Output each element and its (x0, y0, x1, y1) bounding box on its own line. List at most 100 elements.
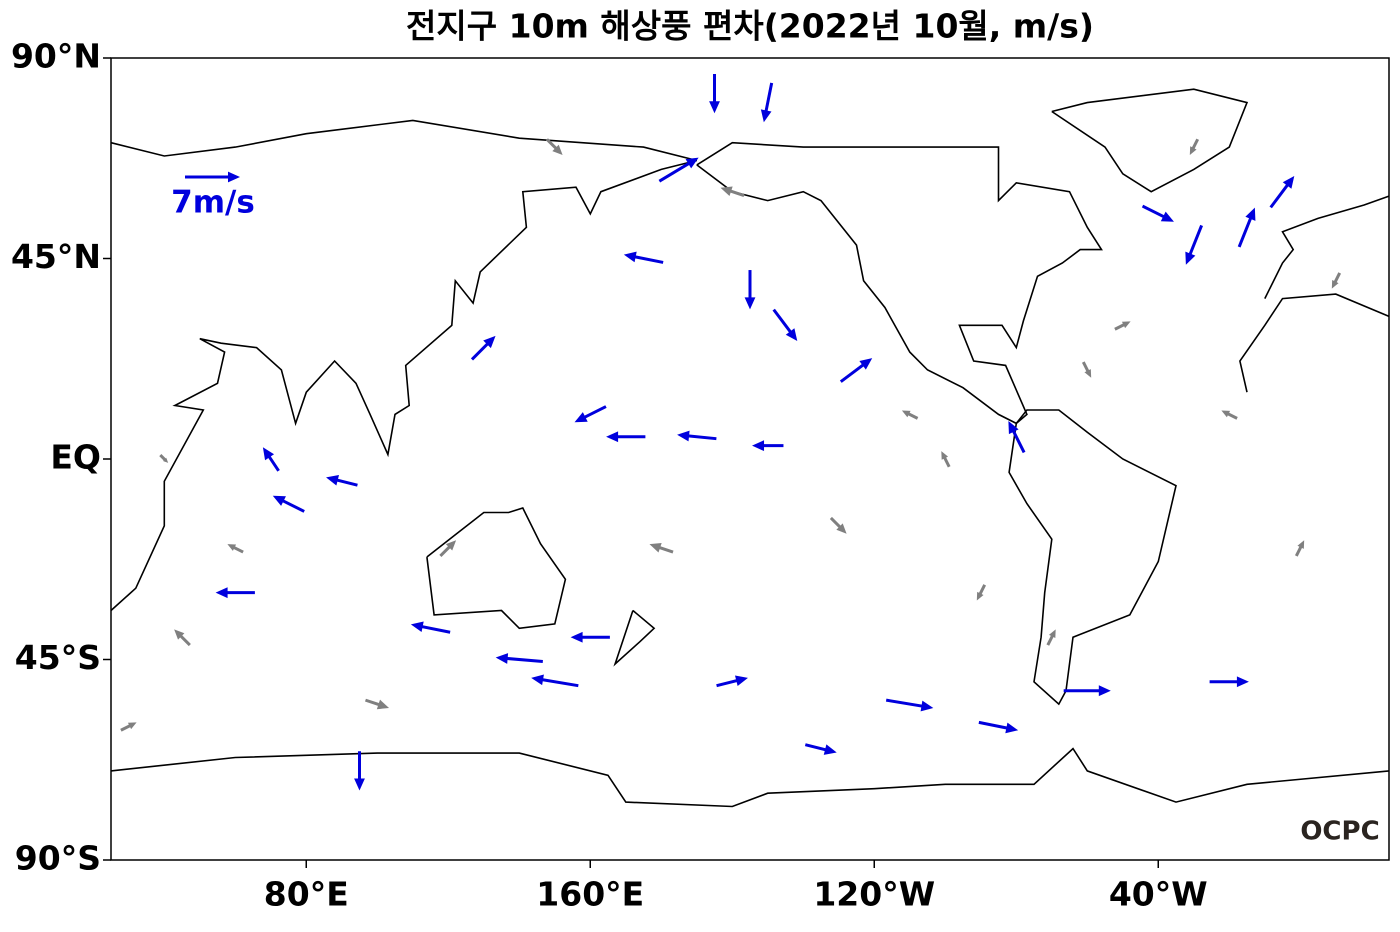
arrow-shaft (1237, 213, 1254, 248)
arrow-head (1221, 410, 1231, 418)
arrow-shaft (763, 82, 774, 116)
wind-vector (1209, 676, 1249, 688)
arrow-head (685, 157, 699, 169)
wind-vector (1081, 361, 1092, 378)
wind-vector (709, 74, 720, 114)
wind-vector (174, 629, 191, 647)
wind-vector (1114, 321, 1131, 331)
x-tick-label: 160°E (536, 875, 644, 914)
wind-vector (1294, 540, 1305, 557)
arrow-head (1084, 369, 1092, 378)
arrow-head (574, 412, 588, 423)
arrow-head (1245, 207, 1256, 221)
wind-vector (262, 447, 280, 472)
coastline (696, 141, 1103, 425)
x-tick-label: 80°E (264, 875, 349, 914)
arrow-head (272, 495, 286, 506)
wind-vector (1141, 204, 1174, 222)
arrow-shaft (502, 656, 543, 663)
wind-vector (804, 743, 837, 755)
y-tick-label: 90°N (11, 37, 101, 76)
wind-vector (839, 358, 873, 383)
wind-vector (574, 405, 607, 423)
arrow-head (376, 699, 390, 710)
wind-vector (978, 720, 1019, 734)
wind-vector (901, 410, 919, 420)
arrow-head (495, 653, 509, 664)
wind-vector (658, 157, 699, 183)
arrow-shaft (1269, 180, 1292, 209)
arrow-head (1282, 175, 1295, 189)
wind-vector (720, 186, 745, 198)
wind-vector (744, 270, 756, 310)
wind-vector (1008, 421, 1026, 454)
wind-vector (649, 542, 674, 554)
arrow-head (1098, 685, 1111, 697)
arrow-head (1008, 421, 1019, 435)
y-tick-label: 45°N (11, 237, 101, 276)
arrow-head (1121, 321, 1131, 329)
arrow-head (174, 629, 185, 640)
arrow-head (823, 744, 837, 755)
arrow-head (606, 431, 619, 443)
wind-vector (623, 251, 664, 264)
wind-vector (1046, 629, 1056, 646)
wind-vector (545, 138, 563, 155)
arrow-head (735, 675, 748, 686)
frame (110, 57, 1390, 861)
coastline (110, 119, 697, 612)
wind-vector (772, 308, 798, 342)
wind-vector (606, 431, 646, 443)
arrow-head (1048, 629, 1056, 639)
arrow-head (976, 591, 984, 601)
wind-vector (1269, 175, 1295, 209)
arrow-head (649, 542, 662, 553)
coastline (613, 609, 656, 667)
wind-vector (272, 495, 305, 513)
arrow-head (1236, 676, 1249, 688)
arrow-head (1185, 251, 1196, 265)
arrow-head (760, 109, 772, 123)
coastline (1239, 293, 1390, 393)
arrow-head (859, 358, 873, 370)
arrow-head (1189, 146, 1197, 155)
wind-vector (326, 475, 358, 487)
arrow-shaft (839, 361, 868, 383)
arrow-head (215, 587, 228, 599)
coastline (1051, 88, 1249, 193)
coastline (1264, 195, 1390, 299)
wind-vector (1221, 410, 1238, 420)
wind-vector (677, 430, 717, 442)
wind-vector (760, 82, 774, 123)
arrow-head (1160, 211, 1174, 222)
arrow-head (552, 144, 563, 155)
coastline (110, 747, 1390, 808)
wind-vector (227, 544, 244, 554)
y-tick-label: 45°S (15, 638, 101, 677)
arrow-head (410, 621, 424, 633)
reference-arrow (185, 171, 240, 183)
wind-vector (364, 698, 390, 710)
arrow-shaft (538, 677, 579, 688)
wind-vector (1185, 224, 1203, 265)
arrow-head (1297, 540, 1305, 549)
wind-vector (716, 675, 748, 688)
x-tick-label: 40°W (1109, 875, 1208, 914)
wind-vector (1189, 138, 1200, 155)
arrow-shaft (684, 433, 717, 441)
arrow-head (836, 523, 847, 534)
arrow-head (941, 451, 949, 460)
arrow-head (127, 722, 137, 730)
arrow-shaft (772, 308, 795, 337)
coastline (1008, 409, 1177, 706)
arrow-head (326, 475, 339, 486)
wind-vector (941, 451, 951, 468)
arrow-head (228, 171, 240, 183)
arrow-shaft (978, 720, 1012, 731)
wind-vector (752, 440, 784, 452)
wind-vector (495, 653, 543, 664)
x-tick-label: 120°W (813, 875, 935, 914)
arrow-shaft (417, 624, 451, 634)
y-tick-label: EQ (50, 438, 101, 477)
reference-label: 7m/s (171, 185, 255, 221)
